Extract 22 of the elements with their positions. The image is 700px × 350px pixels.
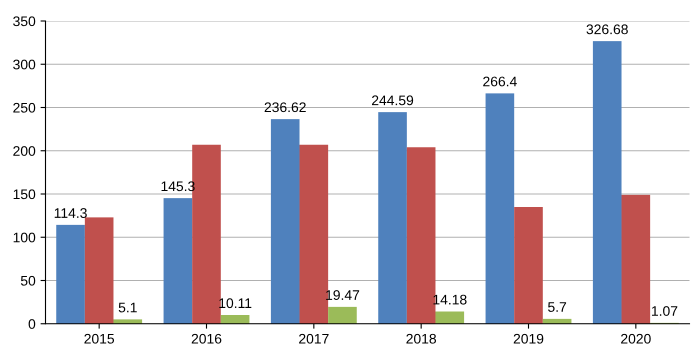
y-tick-label: 250 <box>13 102 36 113</box>
data-label: 266.4 <box>483 76 517 86</box>
x-tick-label: 2016 <box>192 334 222 344</box>
x-tick-label: 2018 <box>406 334 436 344</box>
y-tick-label: 0 <box>28 319 36 329</box>
y-tick-label: 100 <box>14 232 36 242</box>
data-label: 236.62 <box>264 102 306 112</box>
data-label: 1.07 <box>652 306 678 316</box>
y-tick-label: 200 <box>13 146 36 156</box>
data-label: 244.59 <box>372 95 414 106</box>
x-tick-label: 2019 <box>514 334 544 344</box>
y-tick-label: 50 <box>20 276 36 286</box>
y-tick-label: 300 <box>13 60 36 70</box>
data-label: 114.3 <box>54 208 87 218</box>
y-tick-label: 150 <box>14 189 36 200</box>
data-label: 5.1 <box>118 302 137 312</box>
x-tick-label: 2015 <box>84 334 114 344</box>
x-tick-label: 2020 <box>621 334 651 344</box>
y-tick-label: 350 <box>13 16 36 26</box>
x-tick-label: 2017 <box>299 334 329 344</box>
data-label: 5.7 <box>548 302 566 312</box>
data-label: 326.68 <box>586 24 628 34</box>
